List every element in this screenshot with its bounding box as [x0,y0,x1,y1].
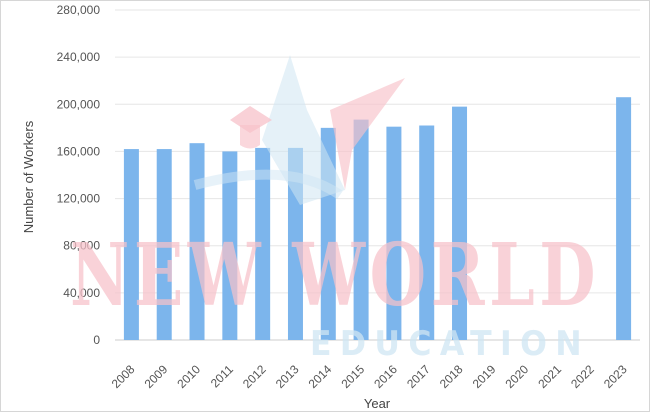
x-tick-label: 2021 [535,362,564,391]
bar-2015[interactable] [353,119,369,340]
x-tick-label: 2011 [208,362,236,390]
bar-2017[interactable] [419,125,435,341]
x-axis-ticks: 2008 2009 2010 2011 2012 2013 2014 2015 2016 2017… [109,362,630,391]
y-tick-label: 200,000 [57,97,101,111]
bar-2008[interactable] [123,149,139,340]
watermark-title: NEW WORLD [70,225,600,326]
x-tick-label: 2009 [142,362,171,391]
bar-2011[interactable] [222,151,238,340]
bar-2012[interactable] [255,147,271,340]
x-tick-label: 2019 [470,362,499,391]
bar-2018[interactable] [452,106,468,341]
x-tick-label: 2016 [371,362,400,391]
y-axis-ticks: 0 40,000 80,000 120,000 160,000 200,000 240,00… [57,3,101,347]
x-tick-label: 2017 [404,362,433,391]
watermark-subtitle: EDUCATION [310,324,590,364]
y-tick-label: 160,000 [57,144,101,158]
x-tick-label: 2022 [568,362,597,391]
x-tick-label: 2018 [437,362,466,391]
x-tick-label: 2015 [338,362,367,391]
x-tick-label: 2010 [174,362,203,391]
bar-2010[interactable] [189,143,205,340]
bar-2009[interactable] [156,149,172,340]
bar-2023[interactable] [616,97,632,340]
y-tick-label: 80,000 [63,239,100,253]
x-tick-label: 2023 [601,362,630,391]
bars [123,97,632,341]
y-tick-label: 40,000 [63,286,100,300]
bar-2016[interactable] [386,126,402,340]
x-axis-title: Year [364,396,391,411]
y-tick-label: 0 [93,333,100,347]
y-tick-label: 240,000 [57,50,101,64]
y-axis-title: Number of Workers [21,120,36,233]
watermark-logo [193,55,405,205]
y-tick-label: 280,000 [57,3,101,17]
watermark: NEW WORLD EDUCATION [70,55,600,364]
x-tick-label: 2014 [306,362,335,391]
x-tick-label: 2020 [502,362,531,391]
x-tick-label: 2012 [240,362,269,391]
x-tick-label: 2013 [273,362,302,391]
y-tick-label: 120,000 [57,192,101,206]
x-tick-label: 2008 [109,362,138,391]
